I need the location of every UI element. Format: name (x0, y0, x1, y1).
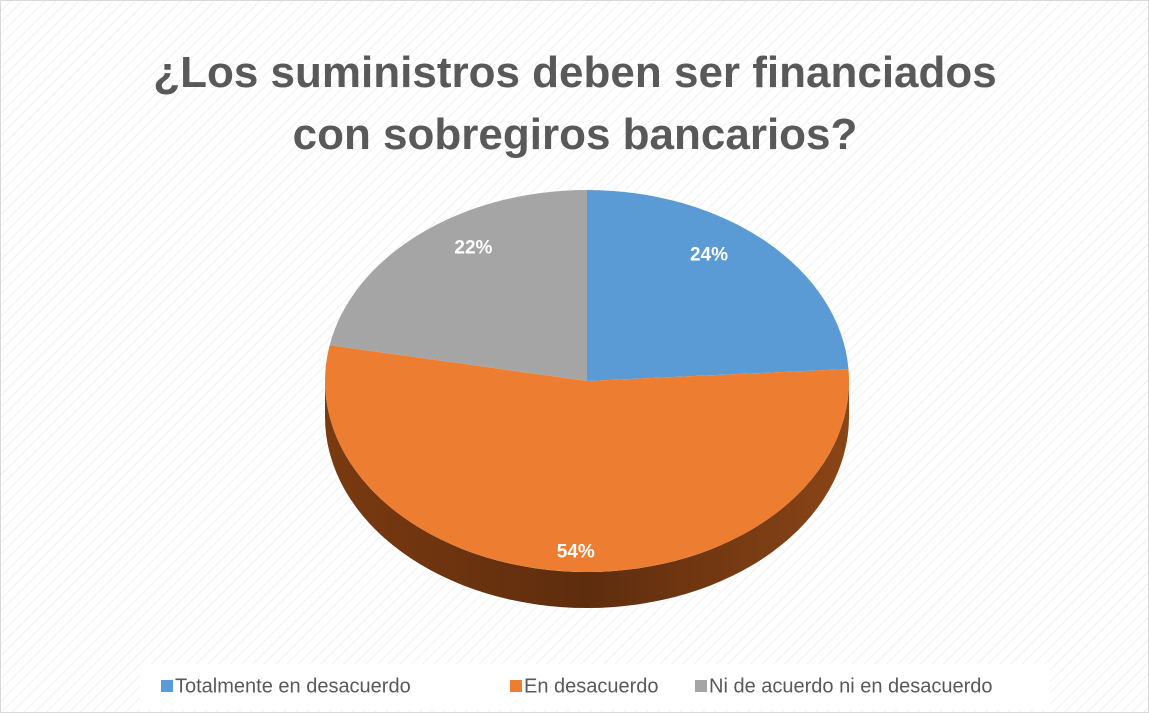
legend-label: En desacuerdo (524, 675, 659, 697)
legend-swatch (695, 680, 707, 692)
data-label: 24% (690, 245, 728, 266)
data-label: 54% (557, 542, 595, 563)
pie-slice (325, 345, 850, 572)
legend-box (140, 664, 1050, 710)
legend-swatch (510, 680, 522, 692)
chart-title: ¿Los suministros deben ser financiados c… (153, 48, 997, 159)
legend-label: Ni de acuerdo ni en desacuerdo (709, 675, 993, 697)
legend-swatch (161, 680, 173, 692)
pie-side (325, 381, 849, 608)
pie-slice (587, 190, 849, 381)
data-label: 22% (454, 238, 492, 259)
pie-slice (329, 190, 587, 381)
legend-label: Totalmente en desacuerdo (175, 675, 411, 697)
